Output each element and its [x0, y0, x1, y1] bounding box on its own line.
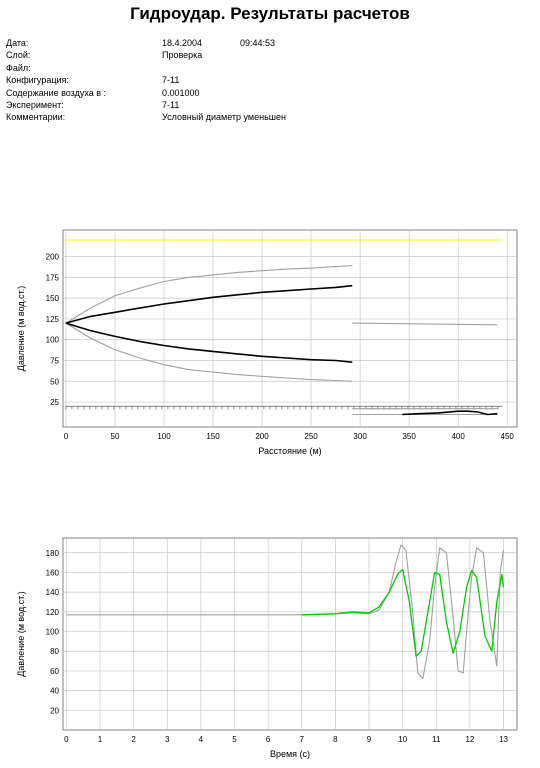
- pressure-time-chart: 0 1 2 3 4 5 6 7 8 9 10 11 12 132040608010012014016018…: [16, 537, 518, 759]
- y-tick-label: 100: [46, 628, 60, 637]
- y-tick-label: 150: [46, 294, 60, 303]
- y-tick-label: 160: [46, 568, 60, 577]
- x-tick-label: 2: [131, 735, 136, 744]
- plot-frame: [62, 229, 518, 428]
- x-tick-label: 8: [333, 735, 338, 744]
- x-tick-label: 3: [165, 735, 170, 744]
- ground-line: [402, 410, 498, 416]
- y-tick-label: 180: [46, 549, 60, 558]
- meta-row-file: Файл:: [6, 62, 526, 74]
- x-tick-label: 6: [266, 735, 271, 744]
- meta-value: 0.001000: [162, 87, 200, 98]
- y-tick-label: 20: [50, 706, 59, 715]
- x-tick-label: 250: [304, 432, 318, 441]
- x-tick-label: 9: [367, 735, 372, 744]
- x-tick-label: 200: [255, 432, 269, 441]
- meta-row-air-content: Содержание воздуха в : 0.001000: [6, 87, 526, 99]
- meta-label: Слой:: [6, 50, 31, 61]
- meta-label: Комментарии:: [6, 112, 66, 123]
- x-axis-label: Время (с): [270, 749, 310, 759]
- x-tick-label: 12: [465, 735, 474, 744]
- x-tick-label: 0: [64, 735, 69, 744]
- meta-value: 7-11: [162, 99, 180, 110]
- y-tick-label: 125: [46, 315, 60, 324]
- x-tick-label: 13: [499, 735, 508, 744]
- x-tick-label: 400: [451, 432, 465, 441]
- report-metadata: Дата: 18.4.2004 09:44:53 Слой: Проверка …: [6, 37, 526, 124]
- x-tick-label: 350: [402, 432, 416, 441]
- y-tick-label: 50: [50, 377, 59, 386]
- inner_envelope-line: [65, 322, 353, 363]
- y-tick-label: 60: [50, 667, 59, 676]
- x-tick-label: 0: [64, 432, 69, 441]
- y-tick-label: 25: [50, 398, 59, 407]
- x-tick-label: 10: [398, 735, 407, 744]
- meta-row-layer: Слой: Проверка: [6, 49, 526, 61]
- meta-row-experiment: Эксперимент: 7-11: [6, 99, 526, 111]
- x-axis-label: Расстояние (м): [258, 446, 321, 456]
- plot-frame: [62, 537, 518, 731]
- x-tick-label: 450: [501, 432, 515, 441]
- x-tick-label: 100: [157, 432, 171, 441]
- x-tick-label: 4: [199, 735, 204, 744]
- meta-label: Дата:: [6, 38, 29, 48]
- measured-line: [301, 568, 505, 657]
- x-tick-label: 150: [206, 432, 220, 441]
- pressure-distance-chart: 0 50 100 150 200 250 300 350 400 450 25 50 75 100 125 1…: [16, 229, 518, 456]
- outer_envelope-line: [65, 322, 353, 382]
- outer_envelope-line: [65, 265, 353, 324]
- meta-value: Условный диаметр уменьшен: [162, 112, 286, 123]
- x-tick-label: 1: [98, 735, 103, 744]
- meta-row-configuration: Конфигурация: 7-11: [6, 74, 526, 86]
- y-tick-label: 80: [50, 647, 59, 656]
- meta-label: Эксперимент:: [6, 99, 64, 110]
- y-tick-label: 100: [46, 336, 60, 345]
- meta-value: 18.4.2004: [162, 38, 203, 48]
- x-tick-label: 7: [300, 735, 305, 744]
- meta-time: 09:44:53: [240, 38, 276, 48]
- outer_envelope-line: [352, 322, 498, 326]
- meta-value: 7-11: [162, 75, 180, 86]
- y-axis-label: Давление (м вод.ст.): [16, 286, 26, 371]
- inner_envelope-line: [65, 284, 353, 324]
- computed-line: [66, 544, 505, 680]
- x-tick-label: 50: [111, 432, 120, 441]
- meta-row-comments: Комментарии: Условный диаметр уменьшен: [6, 111, 526, 123]
- y-tick-label: 140: [46, 588, 60, 597]
- x-tick-label: 11: [432, 735, 441, 744]
- x-tick-label: 5: [232, 735, 237, 744]
- y-tick-label: 75: [50, 357, 59, 366]
- meta-label: Файл:: [6, 62, 31, 73]
- y-tick-label: 200: [46, 253, 60, 262]
- meta-value: Проверка: [162, 50, 203, 61]
- y-axis-label: Давление (м вод.ст.): [16, 591, 26, 676]
- y-tick-label: 120: [46, 608, 60, 617]
- page-title: Гидроудар. Результаты расчетов: [130, 4, 410, 23]
- y-tick-label: 40: [50, 687, 59, 696]
- meta-label: Конфигурация:: [6, 75, 69, 86]
- meta-label: Содержание воздуха в :: [6, 87, 107, 98]
- x-tick-label: 300: [353, 432, 367, 441]
- y-tick-label: 175: [46, 273, 60, 282]
- meta-row-date: Дата: 18.4.2004 09:44:53: [6, 37, 526, 49]
